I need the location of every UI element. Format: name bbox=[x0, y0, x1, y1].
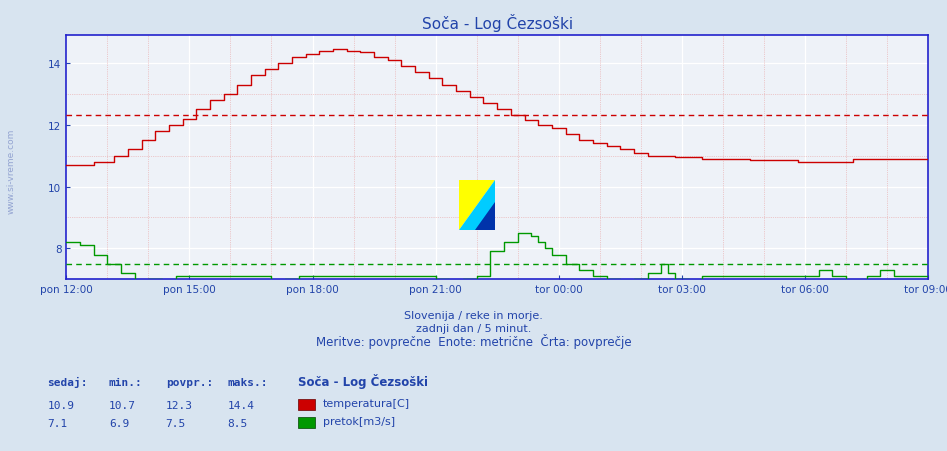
Text: zadnji dan / 5 minut.: zadnji dan / 5 minut. bbox=[416, 323, 531, 333]
Polygon shape bbox=[459, 180, 495, 230]
Text: 7.1: 7.1 bbox=[47, 418, 67, 428]
Text: 6.9: 6.9 bbox=[109, 418, 129, 428]
Text: www.si-vreme.com: www.si-vreme.com bbox=[7, 129, 16, 214]
Text: pretok[m3/s]: pretok[m3/s] bbox=[323, 416, 395, 426]
Title: Soča - Log Čezsoški: Soča - Log Čezsoški bbox=[421, 14, 573, 32]
Text: 10.9: 10.9 bbox=[47, 400, 75, 410]
Polygon shape bbox=[459, 180, 495, 230]
Text: sedaj:: sedaj: bbox=[47, 377, 88, 387]
Text: Meritve: povprečne  Enote: metrične  Črta: povprečje: Meritve: povprečne Enote: metrične Črta:… bbox=[315, 333, 632, 348]
Text: 14.4: 14.4 bbox=[227, 400, 255, 410]
Text: 8.5: 8.5 bbox=[227, 418, 247, 428]
Text: 12.3: 12.3 bbox=[166, 400, 193, 410]
Text: 10.7: 10.7 bbox=[109, 400, 136, 410]
Text: temperatura[C]: temperatura[C] bbox=[323, 398, 410, 408]
Text: Slovenija / reke in morje.: Slovenija / reke in morje. bbox=[404, 310, 543, 320]
Text: povpr.:: povpr.: bbox=[166, 377, 213, 387]
Text: maks.:: maks.: bbox=[227, 377, 268, 387]
Polygon shape bbox=[475, 203, 495, 230]
Text: Soča - Log Čezsoški: Soča - Log Čezsoški bbox=[298, 373, 428, 389]
Text: min.:: min.: bbox=[109, 377, 143, 387]
Text: 7.5: 7.5 bbox=[166, 418, 186, 428]
